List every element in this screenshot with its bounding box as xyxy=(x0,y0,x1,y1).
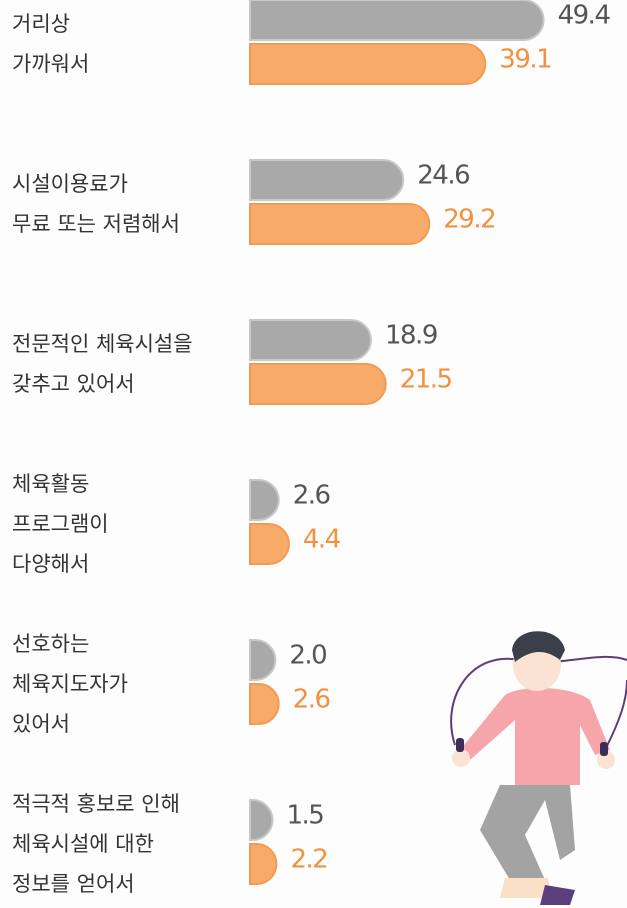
bar xyxy=(249,479,280,521)
category-label: 체육지도자가 xyxy=(12,672,128,696)
category-label: 무료 또는 저렴해서 xyxy=(12,212,180,236)
value-label: 49.4 xyxy=(558,1,611,31)
value-label: 2.2 xyxy=(290,845,327,875)
bar xyxy=(249,683,280,725)
bar xyxy=(249,639,277,681)
value-label: 2.6 xyxy=(293,685,330,715)
value-label: 18.9 xyxy=(385,321,437,351)
bar xyxy=(249,0,545,41)
bar xyxy=(249,843,278,885)
value-label: 39.1 xyxy=(499,45,551,75)
value-label: 2.6 xyxy=(293,481,330,511)
bar xyxy=(249,523,290,565)
value-label: 24.6 xyxy=(417,161,469,191)
bar xyxy=(249,363,387,405)
category-label: 있어서 xyxy=(12,712,70,736)
bar xyxy=(249,203,431,245)
category-label: 선호하는 xyxy=(12,632,89,656)
category-label: 체육활동 xyxy=(12,472,89,496)
value-label: 21.5 xyxy=(400,365,452,395)
category-label: 전문적인 체육시설을 xyxy=(12,332,193,356)
category-label: 다양해서 xyxy=(12,552,89,576)
category-label: 거리상 xyxy=(12,12,70,36)
category-label: 갖추고 있어서 xyxy=(12,372,135,396)
illustration xyxy=(450,631,627,905)
value-label: 29.2 xyxy=(443,205,495,235)
category-label: 가까워서 xyxy=(12,52,89,76)
category-label: 시설이용료가 xyxy=(12,172,128,196)
value-label: 4.4 xyxy=(303,525,341,555)
bar xyxy=(249,159,405,201)
category-label: 체육시설에 대한 xyxy=(12,832,154,856)
value-label: 1.5 xyxy=(286,801,323,831)
category-label: 적극적 홍보로 인해 xyxy=(12,792,180,816)
category-label: 프로그램이 xyxy=(12,512,109,536)
category-label: 정보를 얻어서 xyxy=(12,872,135,896)
bar xyxy=(249,43,487,85)
bar xyxy=(249,799,274,841)
bar xyxy=(249,319,372,361)
value-label: 2.0 xyxy=(289,641,326,671)
